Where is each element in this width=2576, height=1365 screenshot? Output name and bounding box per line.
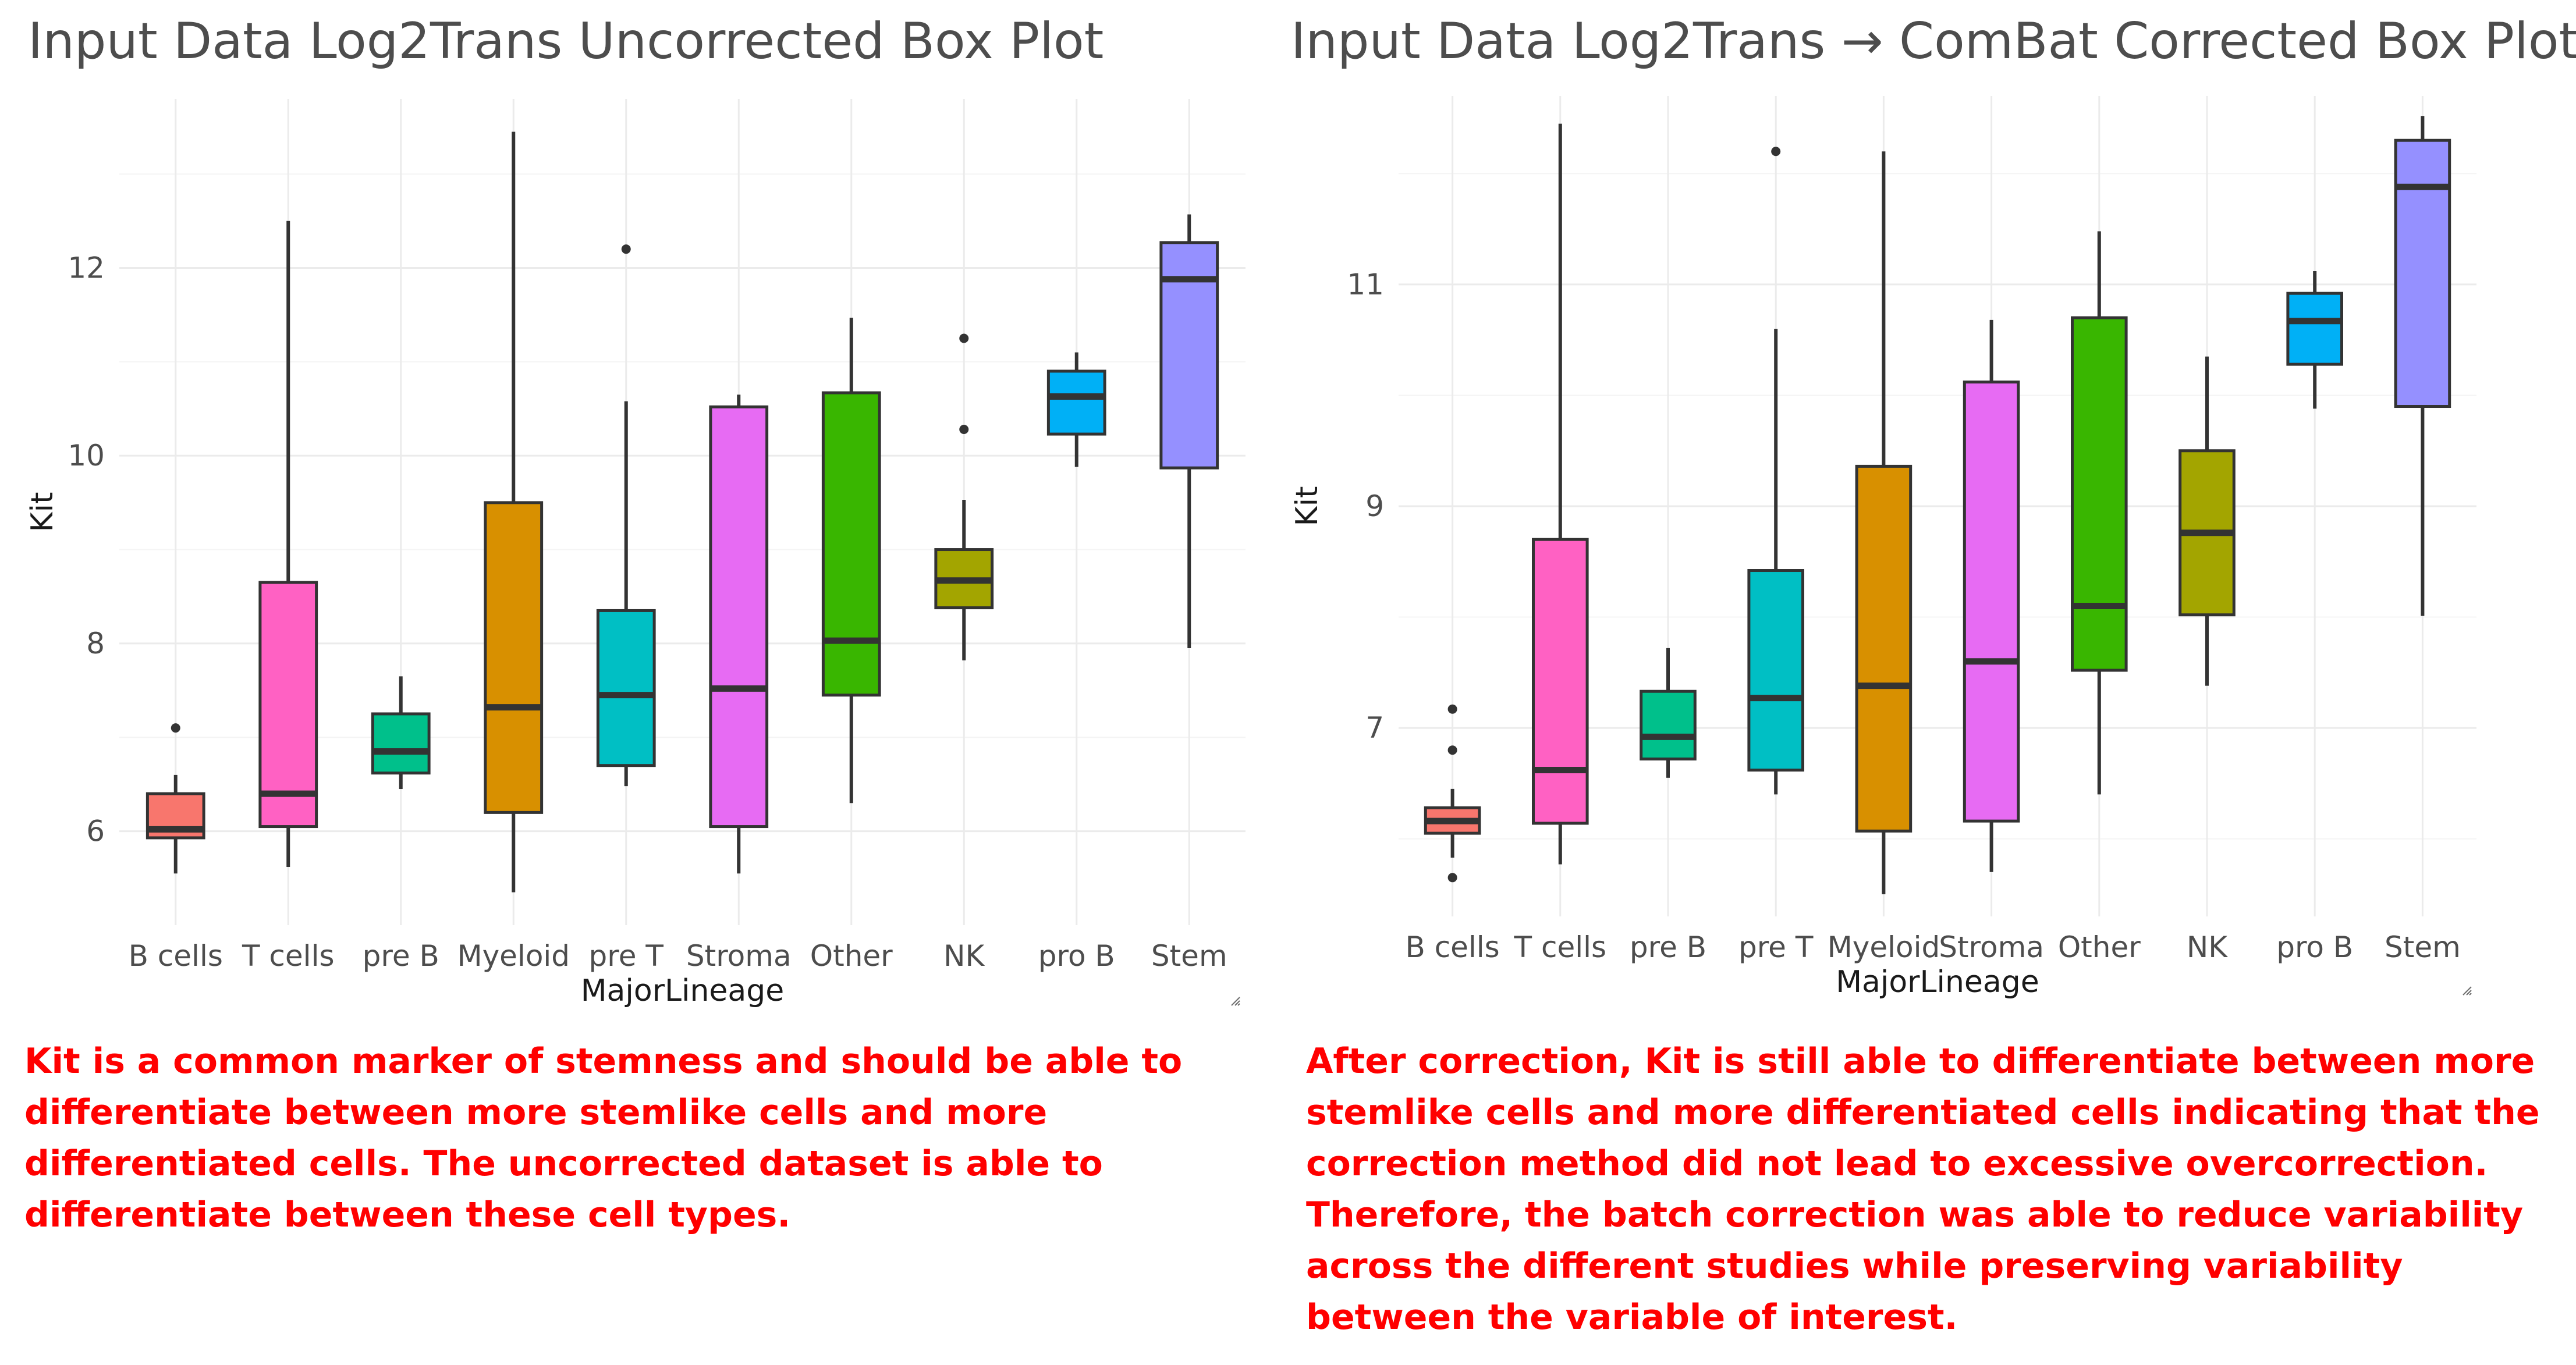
corrected-box-other	[2071, 231, 2128, 795]
corrected-x-tick-label: NK	[2187, 930, 2228, 964]
uncorrected-box-pre-b	[371, 676, 431, 790]
uncorrected-box-other	[821, 317, 881, 804]
uncorrected-resize-grip-icon[interactable]	[1230, 996, 1241, 1007]
corrected-caption: After correction, Kit is still able to d…	[1306, 1041, 2540, 1338]
uncorrected-x-tick-label: NK	[943, 939, 985, 973]
uncorrected-caption: Kit is a common marker of stemness and s…	[24, 1041, 1183, 1235]
corrected-box-plot: 7 9 11 B cells T cells pre B pre T MyeloidStrom…	[1290, 96, 2476, 1000]
corrected-y-tick-label: 9	[1365, 489, 1384, 523]
uncorrected-y-tick-label: 10	[68, 439, 105, 472]
corrected-outlier-point	[1447, 704, 1457, 714]
uncorrected-x-tick-label: B cells	[129, 939, 223, 973]
uncorrected-iqr-box	[371, 712, 431, 775]
uncorrected-x-tick-label: Myeloid	[457, 939, 570, 973]
corrected-iqr-box	[2286, 292, 2344, 366]
uncorrected-outlier-point	[959, 425, 969, 434]
uncorrected-x-tick-label: Other	[810, 939, 893, 973]
corrected-x-tick-label: pro B	[2276, 930, 2353, 964]
corrected-y-tick-label: 7	[1365, 711, 1384, 745]
uncorrected-iqr-box	[1046, 369, 1106, 436]
uncorrected-y-tick-label: 6	[86, 815, 105, 848]
uncorrected-iqr-box	[821, 391, 881, 697]
uncorrected-x-tick-label: pre B	[363, 939, 439, 973]
corrected-chart-title: Input Data Log2Trans → ComBat Corrected …	[1291, 12, 2576, 70]
corrected-box-b-cells	[1424, 704, 1481, 883]
corrected-x-tick-label: Stem	[2385, 930, 2461, 964]
uncorrected-outlier-point	[959, 333, 969, 343]
corrected-outlier-point	[1447, 873, 1457, 883]
corrected-box-stem	[2394, 116, 2451, 616]
uncorrected-outlier-point	[621, 244, 631, 254]
uncorrected-box-b-cells	[146, 723, 205, 874]
corrected-box-pre-t	[1747, 147, 1805, 795]
corrected-panel: Input Data Log2Trans → ComBat Corrected …	[1280, 0, 2576, 1365]
corrected-iqr-box	[1640, 689, 1697, 760]
uncorrected-box-plot: 6 8 10 12 B cells T cells pre B Myeloid pre T Str…	[25, 99, 1246, 1008]
corrected-iqr-box	[2394, 138, 2451, 408]
corrected-x-tick-label: Other	[2058, 930, 2141, 964]
uncorrected-x-tick-label: pre T	[589, 939, 664, 973]
corrected-iqr-box	[1532, 538, 1589, 825]
corrected-box-nk	[2178, 356, 2236, 686]
uncorrected-iqr-box	[258, 581, 318, 829]
uncorrected-y-axis-title: Kit	[25, 492, 60, 532]
corrected-iqr-box	[2071, 316, 2128, 672]
corrected-x-tick-label: Myeloid	[1828, 930, 1940, 964]
corrected-x-tick-label: pre B	[1630, 930, 1706, 964]
uncorrected-chart-title: Input Data Log2Trans Uncorrected Box Plo…	[28, 12, 1104, 70]
corrected-box-stroma	[1963, 319, 2020, 872]
corrected-resize-grip-icon[interactable]	[2462, 986, 2472, 996]
uncorrected-iqr-box	[596, 609, 656, 767]
uncorrected-y-tick-label: 8	[86, 627, 105, 660]
uncorrected-y-tick-label: 12	[68, 251, 105, 285]
uncorrected-box-stem	[1159, 214, 1219, 648]
corrected-x-axis-title: MajorLineage	[1836, 965, 2039, 1000]
corrected-iqr-box	[1747, 569, 1805, 772]
uncorrected-box-myeloid	[484, 131, 544, 893]
corrected-x-tick-label: B cells	[1405, 930, 1499, 964]
corrected-box-myeloid	[1855, 151, 1913, 894]
corrected-outlier-point	[1447, 745, 1457, 755]
corrected-x-tick-label: T cells	[1514, 930, 1607, 964]
uncorrected-x-tick-label: T cells	[242, 939, 335, 973]
uncorrected-box-stroma	[709, 394, 769, 874]
uncorrected-panel: Input Data Log2Trans Uncorrected Box Plo…	[0, 0, 1280, 1365]
corrected-iqr-box	[1963, 381, 2020, 823]
uncorrected-box-t-cells	[258, 221, 318, 867]
corrected-x-tick-label: pre T	[1738, 930, 1814, 964]
corrected-x-tick-label: Stroma	[1939, 930, 2044, 964]
uncorrected-box-pro-b	[1046, 352, 1106, 467]
corrected-y-axis-title: Kit	[1290, 486, 1325, 527]
corrected-iqr-box	[1855, 464, 1913, 833]
uncorrected-outlier-point	[171, 723, 180, 733]
uncorrected-box-nk	[934, 333, 994, 660]
uncorrected-x-axis-title: MajorLineage	[581, 973, 785, 1008]
uncorrected-box-pre-t	[596, 244, 656, 787]
corrected-box-t-cells	[1532, 123, 1589, 865]
uncorrected-iqr-box	[484, 501, 544, 814]
corrected-y-tick-label: 11	[1347, 268, 1384, 301]
corrected-box-pre-b	[1640, 648, 1697, 778]
uncorrected-iqr-box	[709, 405, 769, 829]
uncorrected-x-tick-label: pro B	[1038, 939, 1115, 973]
uncorrected-x-tick-label: Stem	[1151, 939, 1227, 973]
uncorrected-x-tick-label: Stroma	[686, 939, 792, 973]
corrected-outlier-point	[1771, 147, 1781, 157]
corrected-box-pro-b	[2286, 271, 2344, 409]
